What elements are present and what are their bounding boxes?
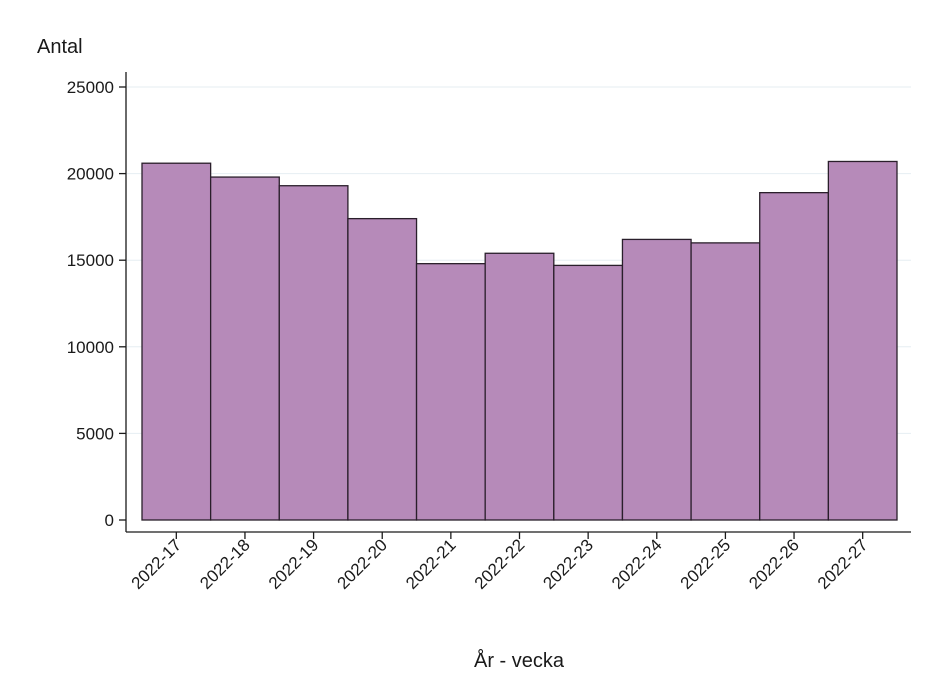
x-tick-label: 2022-18 [196,535,254,593]
x-tick-label: 2022-17 [128,535,186,593]
x-tick-label: 2022-23 [539,535,597,593]
x-axis-title: År - vecka [474,649,565,672]
bar [415,263,486,521]
bar [553,264,624,521]
y-ticks: 0 5000 10000 15000 20000 25000 [67,78,126,530]
y-axis-title: Antal [37,36,83,58]
x-tick-label: 2022-25 [677,535,735,593]
x-ticks: 2022-17 2022-18 2022-19 2022-20 2022-21 2022-… [128,532,872,593]
bar [690,242,761,521]
x-tick-label: 2022-26 [745,535,803,593]
bar [621,238,692,521]
x-tick-label: 2022-21 [402,535,460,593]
bar [141,162,212,521]
y-tick-label: 5000 [76,424,114,443]
bar [484,252,555,521]
bar [347,217,418,521]
y-tick-label: 20000 [67,165,114,184]
bar [209,176,280,521]
y-tick-label: 25000 [67,78,114,97]
axes [125,72,911,533]
bars [141,160,898,521]
bar [759,192,830,521]
y-tick-label: 15000 [67,251,114,270]
x-tick-label: 2022-20 [334,535,392,593]
y-tick-label: 0 [105,511,114,530]
bar [827,160,898,521]
x-tick-label: 2022-19 [265,535,323,593]
x-tick-label: 2022-22 [471,535,529,593]
x-tick-label: 2022-27 [814,535,872,593]
y-tick-label: 10000 [67,338,114,357]
bar [278,185,349,521]
x-tick-label: 2022-24 [608,535,666,593]
